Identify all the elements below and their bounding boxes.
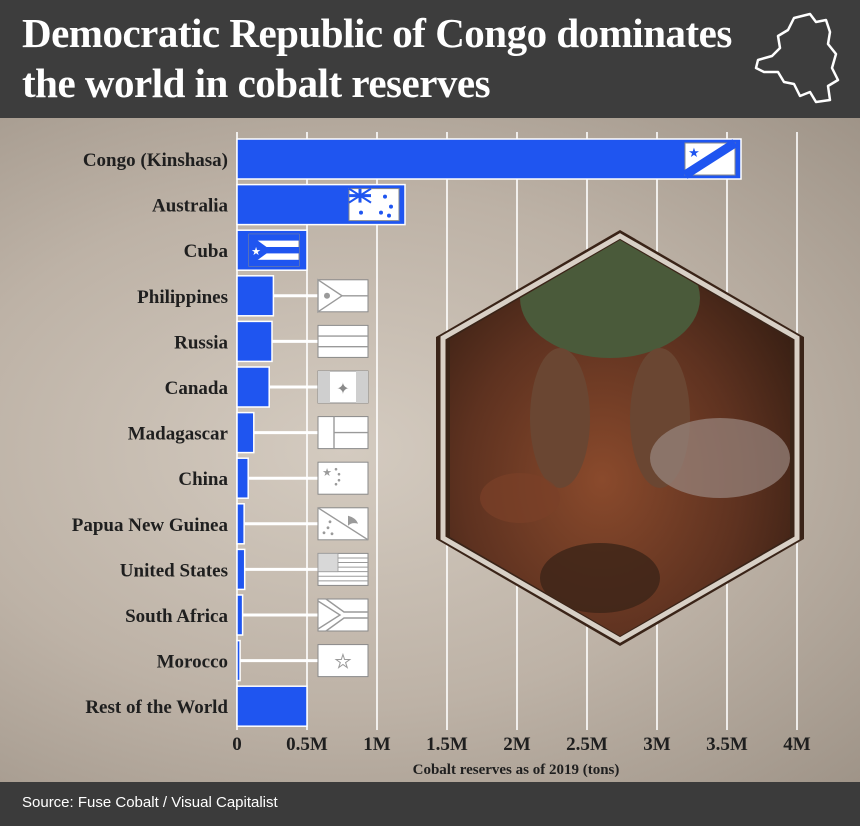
footer: Source: Fuse Cobalt / Visual Capitalist [0,782,860,826]
bar [236,685,308,727]
bar [236,138,742,180]
svg-text:★: ★ [688,145,700,160]
x-tick-label: 2M [503,734,531,755]
source-note: Source: Fuse Cobalt / Visual Capitalist [22,794,278,811]
bar [236,275,275,317]
x-tick-label: 1.5M [426,734,468,755]
category-label: China [178,469,228,490]
category-label: Papua New Guinea [72,515,229,536]
category-label: South Africa [125,606,228,627]
x-tick-label: 4M [783,734,811,755]
bar [236,503,245,545]
bar [236,457,249,499]
x-tick-label: 0.5M [286,734,328,755]
russia-flag-icon [317,324,369,358]
svg-text:★: ★ [251,246,261,258]
drc-map-icon [754,12,840,104]
philippines-flag-icon [317,278,369,314]
category-label: Australia [152,196,229,217]
bar [236,411,255,454]
canada-flag-icon: ✦ [317,370,369,404]
category-label: Philippines [137,287,228,308]
x-tick-label: 2.5M [566,734,608,755]
svg-text:★: ★ [322,467,332,479]
x-tick-label: 3M [643,734,671,755]
bar [236,366,270,408]
category-label: Rest of the World [85,697,228,718]
x-axis-label: Cobalt reserves as of 2019 (tons) [413,762,620,778]
bar-chart: ★ ★ ✦ ★ ★ Congo (Kinshasa) Australia Cuba Phili… [72,132,811,778]
china-flag-icon: ★ [317,461,369,495]
category-label: Madagascar [128,424,229,445]
x-tick-label: 1M [363,734,391,755]
drc-flag-icon: ★ [682,139,738,179]
category-label: Canada [165,378,229,399]
bar [236,639,241,682]
cuba-flag-icon: ★ [248,233,300,267]
chart-title: Democratic Republic of Congo dominates t… [22,10,732,106]
morocco-flag-icon: ★ [317,644,369,678]
australia-flag-icon [348,187,400,222]
category-label: United States [120,560,228,581]
bar [236,594,244,636]
svg-text:✦: ✦ [336,381,349,398]
bar [236,548,246,591]
usa-flag-icon [317,552,369,586]
bar [236,320,273,363]
svg-text:★: ★ [335,652,351,672]
png-flag-icon [317,507,369,541]
x-tick-label: 0 [232,734,242,755]
category-label: Cuba [184,241,229,262]
category-label: Congo (Kinshasa) [83,150,228,171]
mining-photo [436,230,804,646]
x-tick-label: 3.5M [706,734,748,755]
south-africa-flag-icon [317,598,369,632]
category-label: Russia [174,332,228,353]
category-label: Morocco [157,652,228,673]
madagascar-flag-icon [317,416,369,450]
header: Democratic Republic of Congo dominates t… [0,0,860,118]
